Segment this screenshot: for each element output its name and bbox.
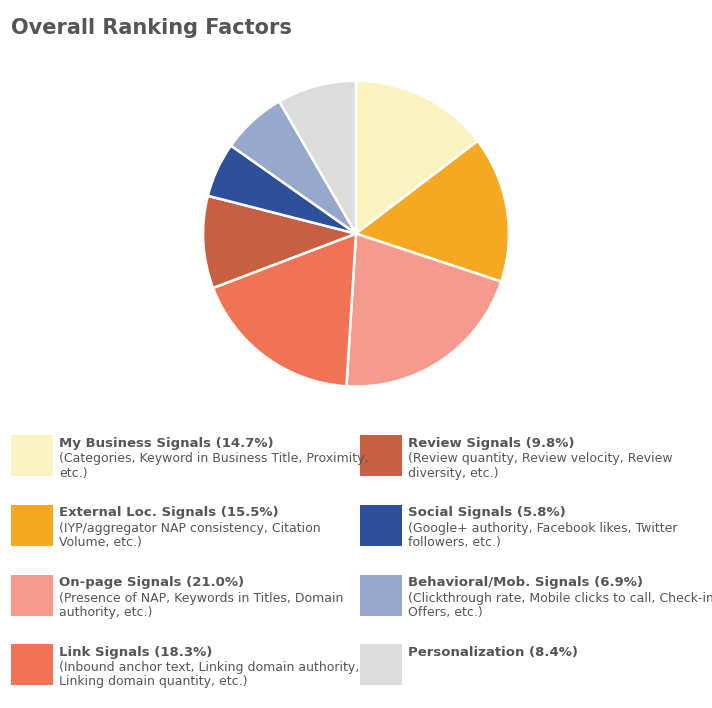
Text: (Categories, Keyword in Business Title, Proximity,: (Categories, Keyword in Business Title, …: [59, 452, 369, 465]
Text: On-page Signals (21.0%): On-page Signals (21.0%): [59, 576, 244, 589]
Text: (Google+ authority, Facebook likes, Twitter: (Google+ authority, Facebook likes, Twit…: [408, 522, 678, 535]
Text: (Inbound anchor text, Linking domain authority,: (Inbound anchor text, Linking domain aut…: [59, 661, 360, 674]
Text: authority, etc.): authority, etc.): [59, 606, 152, 619]
Text: diversity, etc.): diversity, etc.): [408, 467, 498, 479]
Text: Volume, etc.): Volume, etc.): [59, 536, 142, 549]
Text: Offers, etc.): Offers, etc.): [408, 606, 483, 619]
Text: Link Signals (18.3%): Link Signals (18.3%): [59, 646, 212, 658]
Text: Personalization (8.4%): Personalization (8.4%): [408, 646, 578, 658]
Text: External Loc. Signals (15.5%): External Loc. Signals (15.5%): [59, 506, 278, 519]
Text: Behavioral/Mob. Signals (6.9%): Behavioral/Mob. Signals (6.9%): [408, 576, 643, 589]
Text: Overall Ranking Factors: Overall Ranking Factors: [11, 18, 291, 38]
Text: (Presence of NAP, Keywords in Titles, Domain: (Presence of NAP, Keywords in Titles, Do…: [59, 592, 343, 605]
Wedge shape: [356, 141, 509, 282]
Wedge shape: [356, 81, 478, 234]
Wedge shape: [203, 195, 356, 288]
Text: Social Signals (5.8%): Social Signals (5.8%): [408, 506, 566, 519]
Text: etc.): etc.): [59, 467, 88, 479]
Wedge shape: [231, 101, 356, 234]
Wedge shape: [279, 81, 356, 234]
Text: (Clickthrough rate, Mobile clicks to call, Check-ins,: (Clickthrough rate, Mobile clicks to cal…: [408, 592, 712, 605]
Text: My Business Signals (14.7%): My Business Signals (14.7%): [59, 437, 273, 450]
Text: Review Signals (9.8%): Review Signals (9.8%): [408, 437, 575, 450]
Text: (Review quantity, Review velocity, Review: (Review quantity, Review velocity, Revie…: [408, 452, 673, 465]
Text: followers, etc.): followers, etc.): [408, 536, 501, 549]
Text: (IYP/aggregator NAP consistency, Citation: (IYP/aggregator NAP consistency, Citatio…: [59, 522, 320, 535]
Wedge shape: [347, 234, 501, 387]
Wedge shape: [208, 146, 356, 234]
Text: Linking domain quantity, etc.): Linking domain quantity, etc.): [59, 675, 248, 688]
Wedge shape: [213, 234, 356, 387]
